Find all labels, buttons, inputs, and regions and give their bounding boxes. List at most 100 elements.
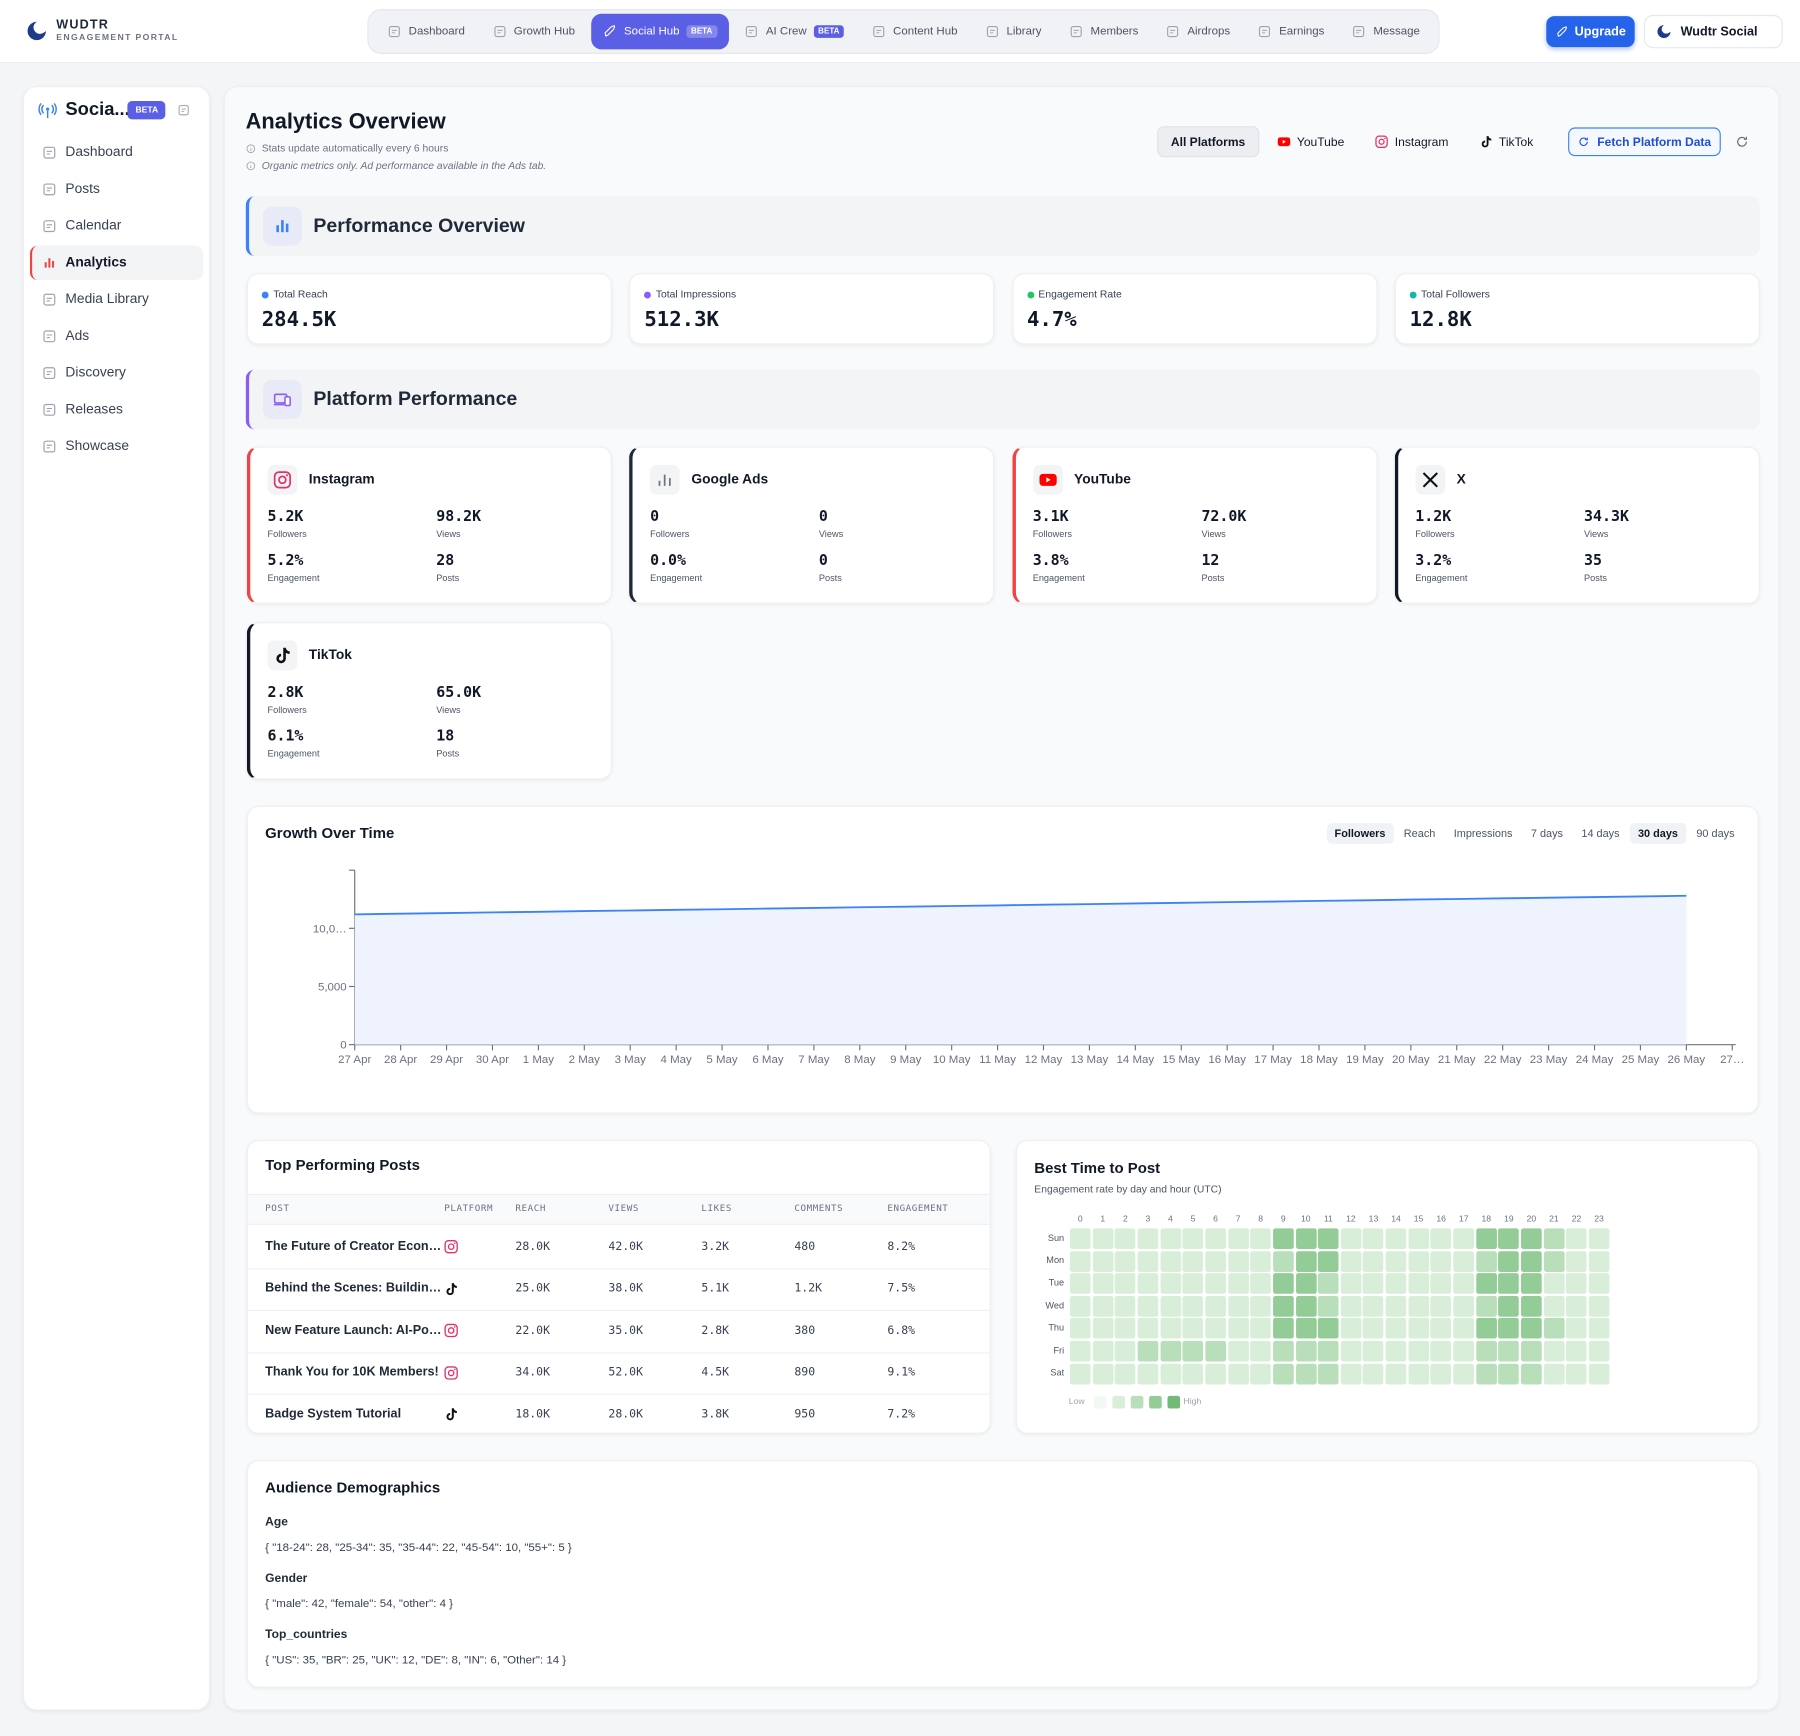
x-tick-label: 5 May <box>706 1054 737 1066</box>
heatmap-cell <box>1385 1250 1407 1272</box>
nav-item[interactable]: Content Hub <box>860 14 969 50</box>
nav-item[interactable]: Library <box>973 14 1053 50</box>
upgrade-label[interactable]: Upgrade <box>1574 24 1626 39</box>
day-label: Fri <box>1053 1345 1065 1356</box>
filter-label[interactable]: TikTok <box>1498 134 1534 149</box>
platform-stat-label: Followers <box>267 528 307 540</box>
nav-label[interactable]: Message <box>1373 25 1420 38</box>
hour-label: 8 <box>1258 1213 1264 1224</box>
nav-item[interactable]: AI Crew BETA <box>733 14 856 50</box>
heatmap-cell <box>1182 1340 1204 1362</box>
nav-label[interactable]: Social Hub <box>624 25 680 38</box>
section-header <box>245 369 1760 430</box>
heatmap-cell <box>1363 1273 1384 1294</box>
table-header: LIKES <box>701 1202 732 1214</box>
stat-dot <box>261 291 269 299</box>
heatmap-cell <box>1566 1363 1587 1384</box>
platform-stat-value: 12 <box>1201 551 1220 569</box>
x-tick-label: 27… <box>1720 1054 1744 1066</box>
hour-label: 7 <box>1235 1213 1241 1224</box>
nav-item[interactable]: Members <box>1057 14 1150 50</box>
nav-item[interactable]: Message <box>1340 14 1431 50</box>
heatmap-cell <box>1543 1273 1565 1294</box>
heatmap-cell <box>1340 1273 1362 1294</box>
growth-control[interactable]: Impressions <box>1453 827 1513 840</box>
heatmap-cell <box>1272 1318 1294 1339</box>
nav-item[interactable]: Dashboard <box>375 14 476 50</box>
icon-part <box>43 403 56 416</box>
post-title[interactable]: New Feature Launch: AI-Po… <box>265 1323 442 1338</box>
nav-label[interactable]: AI Crew <box>765 25 807 38</box>
nav-label[interactable]: Airdrops <box>1187 25 1231 38</box>
heatmap-cell <box>1092 1363 1114 1384</box>
heatmap-cell <box>1295 1340 1317 1362</box>
nav-pill: Dashboard Growth Hub Social Hub BETA AI Crew… <box>367 9 1440 54</box>
hour-label: 14 <box>1391 1213 1401 1224</box>
icon-part <box>1556 25 1567 37</box>
account-button[interactable]: Wudtr Social <box>1643 14 1783 49</box>
heatmap-subtitle: Engagement rate by day and hour (UTC) <box>1034 1183 1222 1196</box>
heatmap-cell <box>1295 1228 1317 1249</box>
growth-control[interactable]: 7 days <box>1530 827 1564 840</box>
platform-stat-value: 0 <box>818 551 828 569</box>
nav-label[interactable]: Dashboard <box>408 25 465 38</box>
nav-label[interactable]: Content Hub <box>893 25 958 38</box>
hour-label: 0 <box>1077 1213 1083 1224</box>
icon <box>246 144 256 153</box>
nav-label[interactable]: Earnings <box>1279 25 1325 38</box>
table-header: VIEWS <box>608 1202 639 1214</box>
growth-control[interactable]: Reach <box>1403 827 1436 840</box>
legend-swatch <box>1094 1395 1107 1409</box>
filter-label[interactable]: All Platforms <box>1170 134 1246 149</box>
filter-button[interactable]: Instagram <box>1362 126 1462 157</box>
growth-control[interactable]: Followers <box>1326 823 1394 844</box>
sidebar-item[interactable]: Analytics <box>65 253 127 270</box>
filter-button[interactable]: All Platforms <box>1157 126 1260 158</box>
nav-label[interactable]: Growth Hub <box>513 25 576 38</box>
heatmap-cell <box>1318 1250 1339 1272</box>
brand-sub: ENGAGEMENT PORTAL <box>56 32 179 43</box>
platform-card <box>1394 446 1760 604</box>
sidebar-item[interactable]: Ads <box>65 327 90 344</box>
fetch-button[interactable]: Fetch Platform Data <box>1568 127 1721 157</box>
sidebar-item[interactable]: Dashboard <box>65 143 133 160</box>
nav-label[interactable]: Members <box>1090 25 1139 38</box>
post-title[interactable]: The Future of Creator Econ… <box>265 1239 442 1254</box>
nav-item[interactable]: Growth Hub <box>481 14 587 50</box>
heatmap-cell <box>1521 1250 1542 1272</box>
post-title[interactable]: Thank You for 10K Members! <box>265 1365 439 1380</box>
hour-label: 6 <box>1213 1213 1218 1224</box>
nav-item[interactable]: Airdrops <box>1154 14 1242 50</box>
heatmap-cell <box>1363 1228 1384 1249</box>
icon-part <box>38 102 57 119</box>
sidebar-item[interactable]: Releases <box>65 400 123 417</box>
filter-button[interactable]: YouTube <box>1264 126 1357 157</box>
icon-part <box>27 21 46 41</box>
post-title[interactable]: Behind the Scenes: Buildin… <box>265 1281 442 1296</box>
fetch-label[interactable]: Fetch Platform Data <box>1597 134 1712 149</box>
growth-control[interactable]: 30 days <box>1629 823 1687 844</box>
upgrade-button[interactable]: Upgrade <box>1546 16 1635 48</box>
heatmap-cell <box>1205 1340 1226 1362</box>
growth-control[interactable]: 14 days <box>1581 827 1620 840</box>
icon-part <box>1073 29 1079 34</box>
post-title[interactable]: Badge System Tutorial <box>265 1407 402 1421</box>
filter-label[interactable]: YouTube <box>1296 134 1345 149</box>
sidebar-item[interactable]: Discovery <box>65 364 126 381</box>
sidebar-item[interactable]: Posts <box>65 180 100 197</box>
x-tick-label: 11 May <box>979 1054 1016 1066</box>
filter-label[interactable]: Instagram <box>1394 134 1449 149</box>
nav-item[interactable]: Earnings <box>1246 14 1336 50</box>
sidebar-item[interactable]: Media Library <box>65 290 149 307</box>
sidebar-item[interactable]: Calendar <box>65 217 122 234</box>
filter-button[interactable]: TikTok <box>1466 126 1546 157</box>
heatmap-cell <box>1566 1273 1587 1294</box>
table-cell: 42.0K <box>608 1240 643 1253</box>
sidebar-item[interactable]: Showcase <box>65 437 130 454</box>
nav-item[interactable]: Social Hub BETA <box>590 13 729 50</box>
account-name[interactable]: Wudtr Social <box>1680 24 1758 39</box>
nav-label[interactable]: Library <box>1006 25 1042 38</box>
icon-part <box>181 108 186 112</box>
growth-control[interactable]: 90 days <box>1696 827 1735 840</box>
icon-part <box>43 183 56 196</box>
